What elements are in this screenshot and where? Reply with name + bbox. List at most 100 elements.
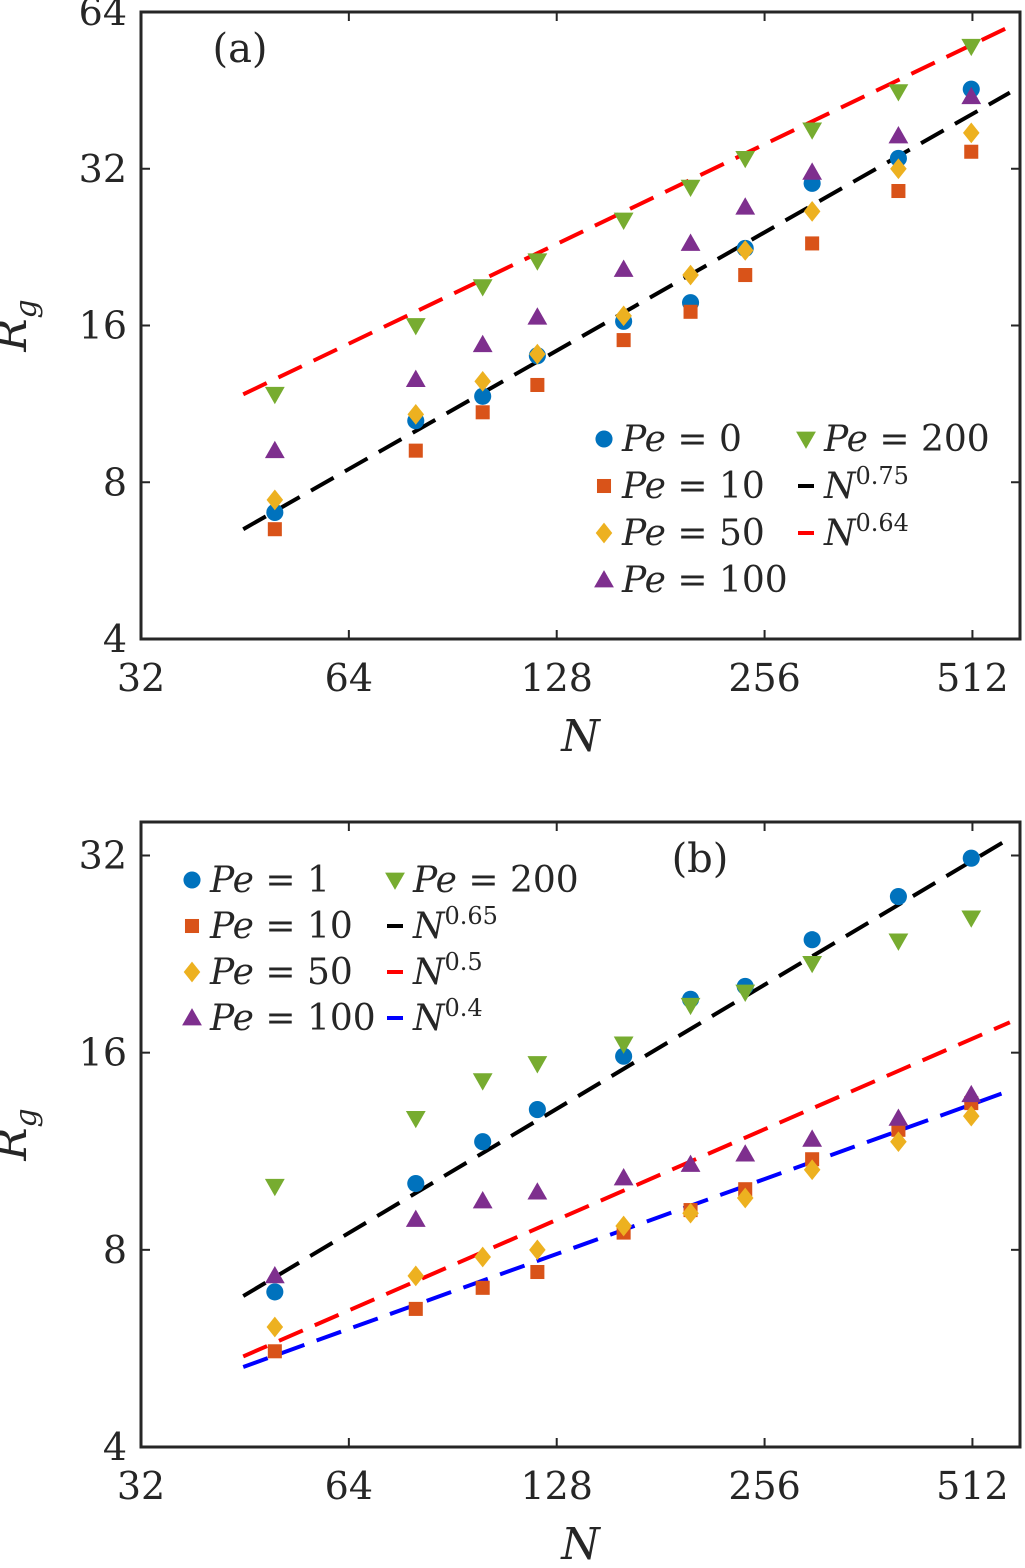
y-tick-label: 16 — [79, 304, 127, 348]
data-point — [891, 183, 906, 199]
data-point — [961, 38, 982, 57]
y-tick-label: 8 — [103, 1228, 127, 1272]
data-point — [264, 386, 285, 405]
legend-entry: Pe = 200 — [823, 419, 990, 460]
x-axis-label: N — [560, 1519, 601, 1568]
data-point — [888, 126, 909, 144]
data-point — [890, 1131, 907, 1153]
panel-label: (b) — [672, 836, 729, 882]
y-axis-label: Rg — [0, 1108, 44, 1161]
data-point — [527, 253, 548, 271]
data-point — [266, 1283, 284, 1301]
legend-entry: Pe = 100 — [209, 998, 376, 1039]
data-point — [802, 955, 823, 974]
legend-italic: Pe — [209, 906, 254, 947]
data-point — [474, 370, 491, 392]
data-point — [405, 369, 426, 387]
legend-rest: = 50 — [666, 513, 765, 554]
data-point — [405, 1110, 426, 1129]
data-point — [736, 1187, 754, 1209]
data-point — [802, 122, 823, 140]
series-pe-50 — [266, 122, 980, 511]
data-point — [264, 1265, 285, 1284]
y-tick-label: 4 — [103, 1425, 127, 1469]
data-point — [680, 233, 701, 251]
data-point — [613, 259, 634, 277]
data-point — [802, 1129, 823, 1147]
x-tick-label: 64 — [325, 1464, 373, 1508]
data-point — [890, 158, 907, 180]
legend-italic: N — [823, 466, 857, 507]
data-point — [405, 318, 426, 336]
data-point — [408, 443, 423, 458]
data-point — [264, 1178, 285, 1197]
data-point — [738, 268, 753, 283]
data-point — [888, 84, 909, 102]
legend-entry: N0.5 — [412, 948, 483, 993]
panel-label: (a) — [212, 26, 267, 72]
fit-line-n-0-5 — [242, 1020, 1011, 1359]
legend-marker — [595, 522, 613, 544]
data-point — [616, 333, 631, 348]
legend-italic: Pe — [209, 998, 254, 1039]
fit-line-n-0-64 — [242, 24, 1011, 397]
legend-rest: = 50 — [254, 952, 353, 993]
data-point — [961, 910, 982, 928]
data-point — [267, 1344, 282, 1359]
x-tick-label: 512 — [936, 656, 1009, 700]
y-tick-label: 32 — [79, 834, 127, 878]
data-point — [888, 933, 909, 951]
data-point — [528, 1101, 546, 1119]
data-point — [961, 86, 982, 105]
legend-entry: Pe = 50 — [209, 952, 353, 993]
data-point — [735, 197, 756, 215]
legend-entry: Pe = 50 — [621, 513, 765, 554]
data-point — [407, 1174, 425, 1193]
data-point — [682, 1202, 699, 1224]
y-axis-label-sub: g — [9, 1108, 44, 1127]
data-point — [680, 179, 701, 198]
data-point — [613, 212, 634, 230]
data-point — [529, 1239, 546, 1261]
data-point — [615, 1215, 632, 1237]
data-point — [527, 1182, 548, 1200]
legend-italic: N — [412, 998, 446, 1039]
legend-entry: Pe = 100 — [621, 560, 788, 601]
data-point — [267, 522, 282, 537]
data-point — [615, 1047, 633, 1065]
legend-italic: Pe — [621, 466, 666, 507]
plot-area — [242, 836, 1011, 1369]
legend-entry: Pe = 10 — [621, 466, 765, 507]
legend-marker — [385, 872, 405, 890]
data-point — [891, 1122, 906, 1137]
legend-rest: = 100 — [254, 998, 376, 1039]
legend-rest: = 1 — [254, 860, 330, 901]
series-pe-10 — [267, 144, 979, 537]
data-point — [803, 1159, 821, 1181]
data-point — [889, 149, 907, 167]
y-tick-label: 4 — [103, 617, 127, 661]
legend-entry: N0.65 — [412, 902, 498, 947]
data-point — [474, 387, 492, 405]
legend-entry: N0.64 — [823, 509, 909, 554]
data-point — [805, 1152, 820, 1167]
data-point — [962, 849, 980, 867]
data-point — [530, 377, 545, 392]
data-point — [802, 162, 823, 180]
legend-italic: N — [412, 906, 446, 947]
fit-line-n-0-65 — [242, 836, 1011, 1298]
y-tick-label: 16 — [79, 1031, 127, 1075]
data-point — [803, 201, 821, 222]
legend-entry: Pe = 1 — [209, 860, 330, 901]
legend-italic: Pe — [412, 860, 457, 901]
legend-italic: N — [823, 513, 857, 554]
legend-superscript: 0.4 — [445, 994, 483, 1022]
data-point — [888, 1108, 909, 1126]
x-axis-label: N — [560, 711, 601, 762]
legend-marker — [595, 430, 613, 448]
data-point — [615, 305, 632, 327]
data-point — [407, 404, 425, 425]
legend-marker — [182, 1008, 202, 1026]
